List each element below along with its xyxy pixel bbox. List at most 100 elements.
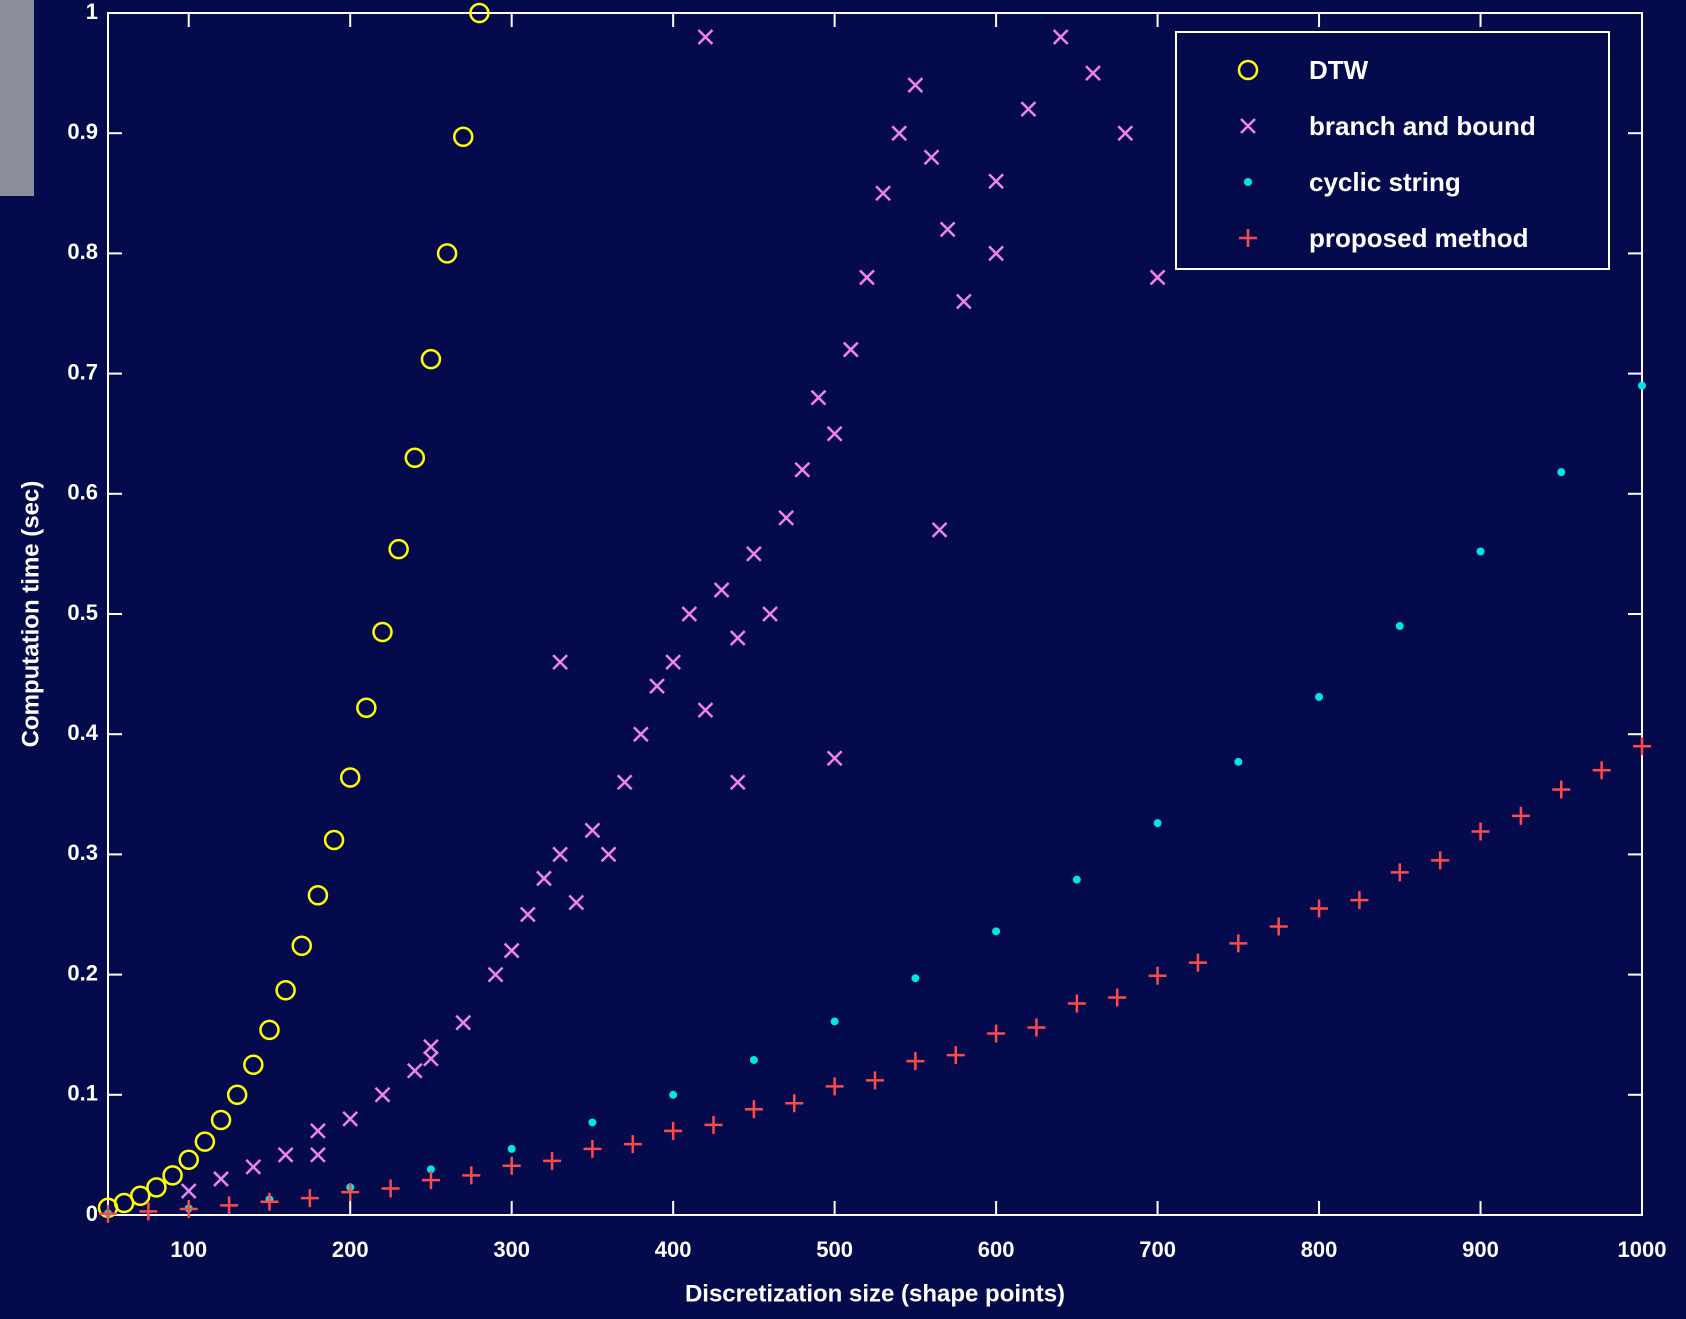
point xyxy=(543,1152,561,1170)
y-tick-label: 0.6 xyxy=(67,480,98,505)
point xyxy=(989,246,1003,260)
x-tick-label: 500 xyxy=(816,1237,853,1262)
point xyxy=(196,1133,214,1151)
point xyxy=(811,391,825,405)
y-tick-label: 0.5 xyxy=(67,600,98,625)
point xyxy=(376,1088,390,1102)
point xyxy=(311,1148,325,1162)
point xyxy=(220,1196,238,1214)
point xyxy=(1149,967,1167,985)
point xyxy=(505,944,519,958)
point xyxy=(1054,30,1068,44)
point xyxy=(1068,994,1086,1012)
point xyxy=(569,895,583,909)
photo-fragment xyxy=(0,0,34,196)
point xyxy=(212,1111,230,1129)
point xyxy=(911,974,919,982)
point xyxy=(624,1135,642,1153)
point xyxy=(357,699,375,717)
point xyxy=(456,1016,470,1030)
point xyxy=(785,1094,803,1112)
x-axis-label: Discretization size (shape points) xyxy=(685,1280,1065,1307)
point xyxy=(1189,954,1207,972)
y-tick-label: 0.4 xyxy=(67,720,98,745)
point xyxy=(957,294,971,308)
point xyxy=(503,1157,521,1175)
point xyxy=(374,623,392,641)
point xyxy=(99,1205,117,1223)
point xyxy=(860,270,874,284)
point xyxy=(164,1166,182,1184)
point xyxy=(438,244,456,262)
point xyxy=(1557,468,1565,476)
x-tick-label: 100 xyxy=(170,1237,207,1262)
point xyxy=(182,1184,196,1198)
point xyxy=(831,1017,839,1025)
point xyxy=(731,631,745,645)
series xyxy=(99,4,488,1217)
y-tick-label: 0.7 xyxy=(67,359,98,384)
y-tick-label: 0.2 xyxy=(67,960,98,985)
point xyxy=(925,150,939,164)
point xyxy=(583,1140,601,1158)
point xyxy=(992,927,1000,935)
point xyxy=(246,1160,260,1174)
x-tick-label: 600 xyxy=(978,1237,1015,1262)
point xyxy=(666,655,680,669)
y-tick-label: 1 xyxy=(86,0,98,24)
point xyxy=(537,871,551,885)
point xyxy=(244,1056,262,1074)
point xyxy=(260,1193,278,1211)
y-tick-label: 0.8 xyxy=(67,239,98,264)
x-tick-label: 400 xyxy=(655,1237,692,1262)
point xyxy=(1073,876,1081,884)
point xyxy=(1108,988,1126,1006)
point xyxy=(553,847,567,861)
series xyxy=(104,382,1646,1218)
point xyxy=(908,78,922,92)
point xyxy=(180,1151,198,1169)
point xyxy=(933,523,947,537)
point xyxy=(260,1021,278,1039)
point xyxy=(1086,66,1100,80)
point xyxy=(602,847,616,861)
point xyxy=(892,126,906,140)
legend-label: proposed method xyxy=(1309,223,1529,253)
point xyxy=(1638,382,1646,390)
point xyxy=(989,174,1003,188)
legend-marker xyxy=(1244,178,1252,186)
point xyxy=(1431,851,1449,869)
point xyxy=(745,1100,763,1118)
x-tick-label: 1000 xyxy=(1618,1237,1667,1262)
point xyxy=(424,1052,438,1066)
point xyxy=(293,937,311,955)
legend-label: DTW xyxy=(1309,55,1369,85)
point xyxy=(731,775,745,789)
point xyxy=(1315,693,1323,701)
point xyxy=(705,1116,723,1134)
legend-label: branch and bound xyxy=(1309,111,1536,141)
point xyxy=(844,343,858,357)
point xyxy=(454,128,472,146)
x-tick-label: 300 xyxy=(493,1237,530,1262)
point xyxy=(828,427,842,441)
point xyxy=(941,222,955,236)
x-tick-label: 800 xyxy=(1301,1237,1338,1262)
point xyxy=(669,1091,677,1099)
y-tick-label: 0 xyxy=(86,1201,98,1226)
point xyxy=(828,751,842,765)
point xyxy=(588,1118,596,1126)
point xyxy=(489,968,503,982)
point xyxy=(228,1086,246,1104)
point xyxy=(277,981,295,999)
point xyxy=(747,547,761,561)
x-tick-label: 900 xyxy=(1462,1237,1499,1262)
point xyxy=(1552,780,1570,798)
point xyxy=(147,1178,165,1196)
point xyxy=(1270,918,1288,936)
point xyxy=(698,703,712,717)
point xyxy=(1396,622,1404,630)
point xyxy=(462,1166,480,1184)
point xyxy=(750,1056,758,1064)
point xyxy=(553,655,567,669)
